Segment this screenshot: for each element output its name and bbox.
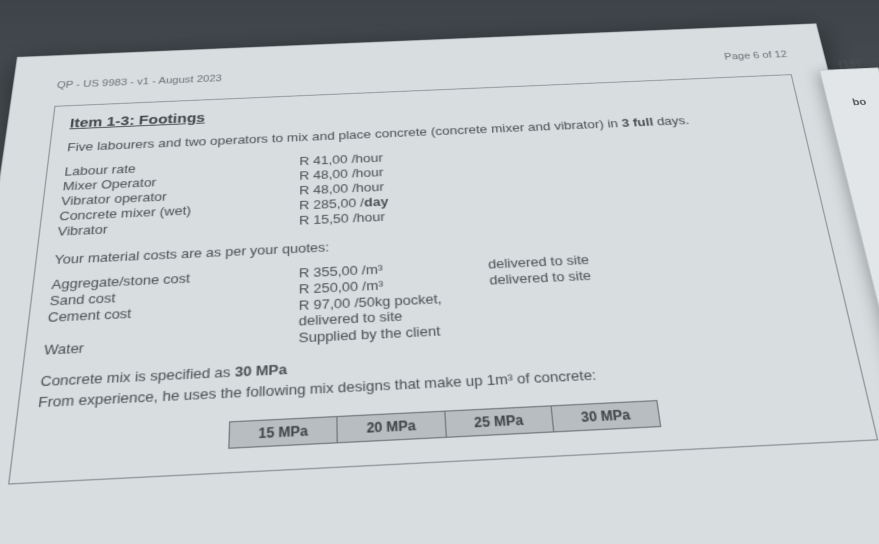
mix-design-table: 15 MPa 20 MPa 25 MPa 30 MPa <box>228 400 662 449</box>
question-box: Item 1-3: Footings Five labourers and tw… <box>8 74 878 484</box>
mix-header-cell: 20 MPa <box>337 411 446 443</box>
table-row: 15 MPa 20 MPa 25 MPa 30 MPa <box>229 400 661 448</box>
doc-reference: QP - US 9983 - v1 - August 2023 <box>56 74 222 91</box>
mix-header-cell: 15 MPa <box>229 416 338 448</box>
mix-header-cell: 30 MPa <box>551 400 661 431</box>
intro-bold: 3 full <box>621 115 654 129</box>
spec-strength: 30 MPa <box>235 361 288 380</box>
side-fragment: bo <box>851 96 879 107</box>
rate-value-bold: day <box>364 194 389 209</box>
page-number: Page 6 of 12 <box>724 50 789 62</box>
photo-scene: QP - US 9983 - v1 - August 2023 Page 6 o… <box>0 0 879 544</box>
question-paper: QP - US 9983 - v1 - August 2023 Page 6 o… <box>0 23 879 544</box>
mix-header-cell: 25 MPa <box>444 405 553 436</box>
intro-text-c: days. <box>652 114 690 129</box>
